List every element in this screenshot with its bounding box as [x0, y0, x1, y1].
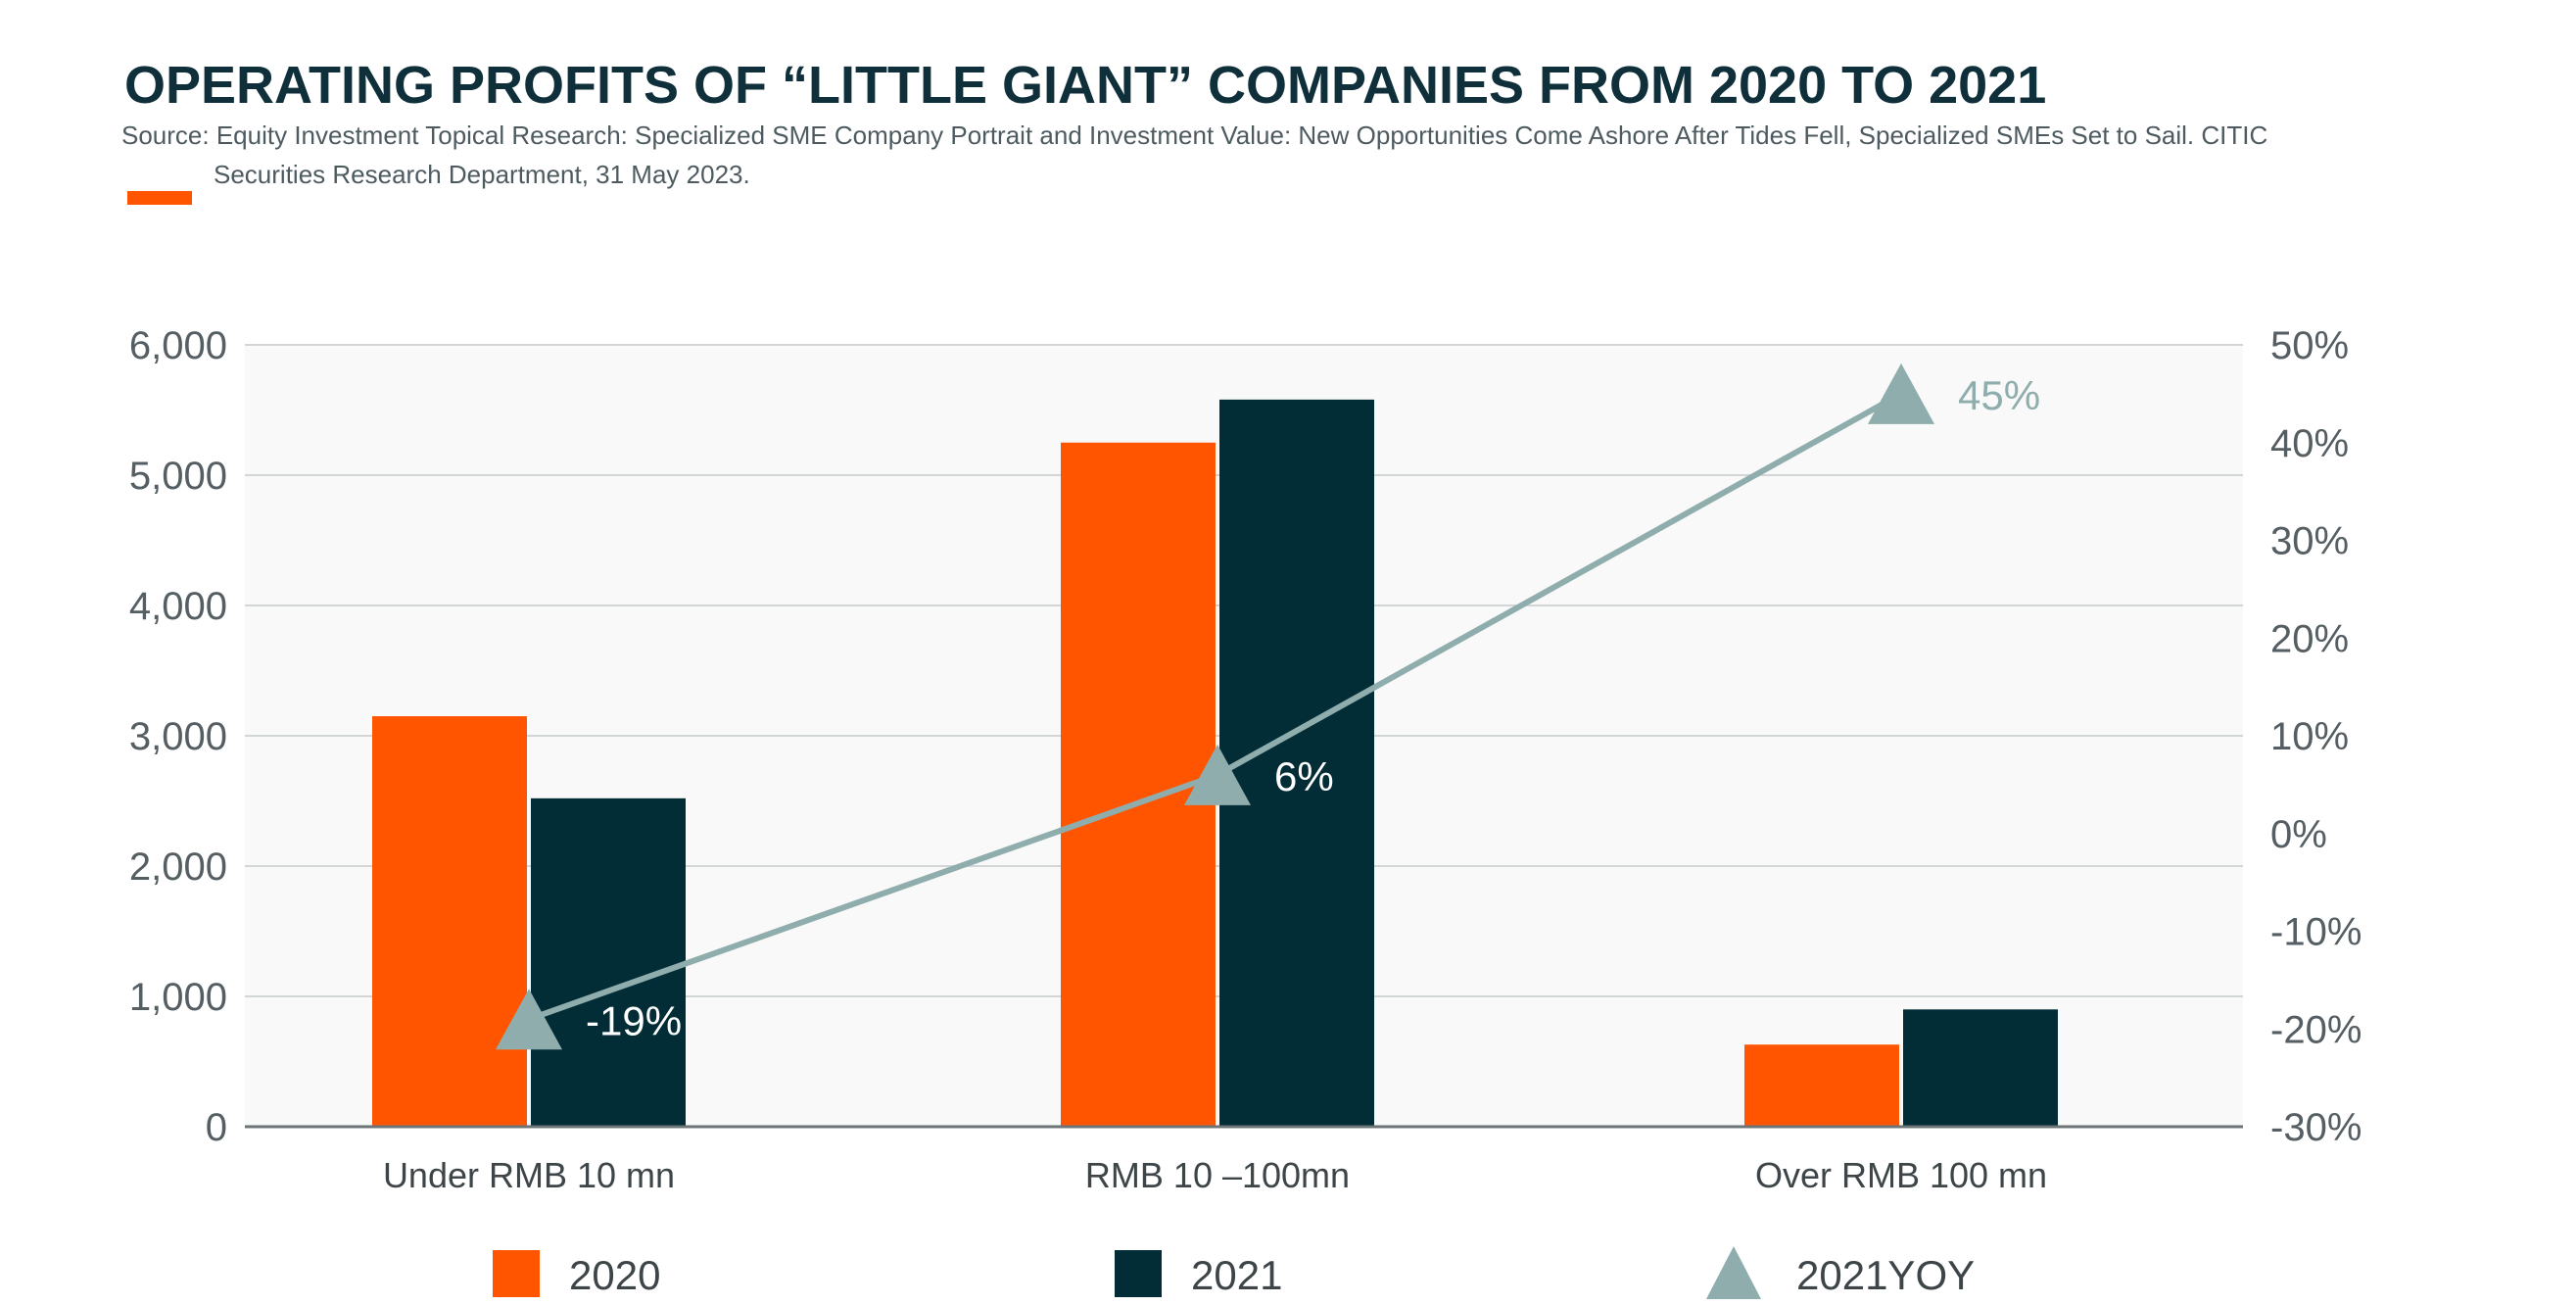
y2-tick-label: 20%: [2270, 617, 2349, 660]
yoy-marker: [1184, 744, 1251, 805]
y-tick-label: 6,000: [129, 324, 227, 367]
bar-2021: [531, 798, 686, 1127]
y-tick-label: 1,000: [129, 976, 227, 1019]
source-line-2: Securities Research Department, 31 May 2…: [214, 160, 750, 189]
y2-tick-label: 50%: [2270, 324, 2349, 367]
legend-label: 2021: [1191, 1252, 1282, 1298]
yoy-data-label: 45%: [1958, 372, 2040, 418]
bar-2020: [372, 716, 527, 1127]
chart-title: OPERATING PROFITS OF “LITTLE GIANT” COMP…: [124, 56, 2047, 115]
y2-tick-label: -20%: [2270, 1008, 2361, 1051]
y-tick-label: 0: [206, 1106, 227, 1149]
y-tick-label: 4,000: [129, 585, 227, 628]
accent-bar: [127, 191, 192, 205]
legend-swatch-2020: [493, 1250, 540, 1297]
x-category-label: Over RMB 100 mn: [1755, 1155, 2047, 1195]
yoy-marker: [1868, 362, 1934, 424]
yoy-marker: [496, 989, 562, 1050]
y2-tick-label: -30%: [2270, 1106, 2361, 1149]
y-tick-label: 2,000: [129, 846, 227, 889]
yoy-data-label: 6%: [1274, 753, 1334, 799]
y2-tick-label: 40%: [2270, 422, 2349, 465]
x-category-label: Under RMB 10 mn: [383, 1155, 675, 1195]
y2-tick-label: 0%: [2270, 813, 2327, 856]
bar-2021: [1219, 399, 1374, 1127]
yoy-data-label: -19%: [586, 997, 682, 1043]
bar-2021: [1903, 1009, 2058, 1127]
x-category-label: RMB 10 –100mn: [1085, 1155, 1350, 1195]
source-note: Source: Equity Investment Topical Resear…: [121, 116, 2325, 194]
y2-tick-label: 10%: [2270, 715, 2349, 758]
legend-label: 2021YOY: [1796, 1252, 1975, 1298]
source-line-1: Source: Equity Investment Topical Resear…: [121, 121, 2268, 150]
y-tick-label: 5,000: [129, 455, 227, 498]
bar-2020: [1744, 1044, 1899, 1127]
y-tick-label: 3,000: [129, 715, 227, 758]
y2-tick-label: 30%: [2270, 520, 2349, 563]
legend-swatch-2021: [1115, 1250, 1162, 1297]
y2-tick-label: -10%: [2270, 911, 2361, 954]
legend-marker-triangle: [1706, 1246, 1761, 1299]
legend-label: 2020: [569, 1252, 660, 1298]
